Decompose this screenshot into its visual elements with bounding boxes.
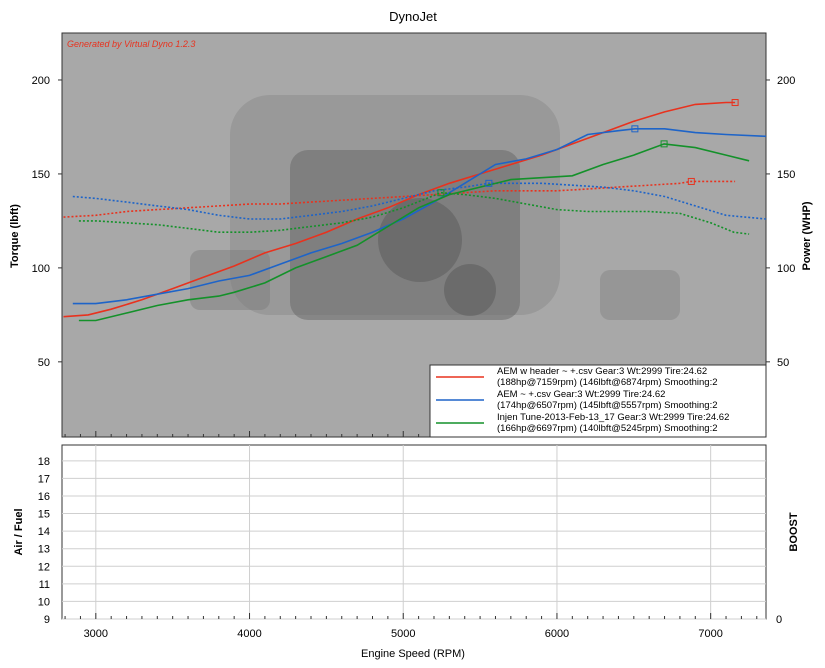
air-fuel-tick-label: 16 xyxy=(38,491,50,503)
rpm-x-ticks: 3000 4000 5000 6000 7000 xyxy=(64,613,758,640)
air-fuel-tick-label: 12 xyxy=(38,561,50,573)
torque-line-3 xyxy=(78,191,750,235)
air-fuel-tick-label: 18 xyxy=(38,456,50,468)
torque-tick-label: 200 xyxy=(32,75,50,87)
boost-axis-label: BOOST xyxy=(788,512,800,551)
power-tick-label: 150 xyxy=(777,169,795,181)
boost-tick-label: 0 xyxy=(776,614,782,626)
power-line-3 xyxy=(78,143,750,322)
torque-tick-label: 150 xyxy=(32,169,50,181)
chart-title: DynoJet xyxy=(389,9,437,24)
air-fuel-tick-label: 14 xyxy=(38,526,50,538)
rpm-tick-label: 4000 xyxy=(237,628,261,640)
x-axis-label: Engine Speed (RPM) xyxy=(361,648,465,660)
rpm-tick-label: 6000 xyxy=(545,628,569,640)
air-fuel-tick-label: 13 xyxy=(38,544,50,556)
power-axis-label: Power (WHP) xyxy=(801,201,813,270)
air-fuel-plot-area xyxy=(61,444,767,620)
legend-box xyxy=(429,364,767,438)
air-fuel-panel: 9 10 11 12 13 14 15 16 17 18 3000 4000 5000 6000 7000… xyxy=(13,444,800,660)
legend-detail-3: (166hp@6697rpm) (140lbft@5245rpm) Smooth… xyxy=(497,423,718,434)
power-line-2 xyxy=(72,128,767,305)
rpm-tick-label: 7000 xyxy=(698,628,722,640)
series-lines xyxy=(63,101,767,322)
air-fuel-tick-label: 15 xyxy=(38,509,50,521)
legend: AEM w header ~ +.csv Gear:3 Wt:2999 Tire… xyxy=(429,364,767,438)
legend-label-1: AEM w header ~ +.csv Gear:3 Wt:2999 Tire… xyxy=(497,366,707,377)
legend-detail-1: (188hp@7159rpm) (146lbft@6874rpm) Smooth… xyxy=(497,377,718,388)
torque-power-panel: Generated by Virtual Dyno 1.2.3 50 100 150… xyxy=(9,32,813,438)
power-y-ticks: 50 100 150 200 xyxy=(766,75,795,369)
legend-label-2: AEM ~ +.csv Gear:3 Wt:2999 Tire:24.62 xyxy=(497,389,665,400)
power-tick-label: 100 xyxy=(777,263,795,275)
power-peak-marker-2 xyxy=(631,125,639,133)
watermark-label: Generated by Virtual Dyno 1.2.3 xyxy=(67,39,195,49)
air-fuel-grid xyxy=(62,445,766,620)
torque-peak-marker-3 xyxy=(437,189,445,197)
rpm-tick-label: 5000 xyxy=(391,628,415,640)
torque-peak-marker-1 xyxy=(687,177,695,185)
air-fuel-y-ticks: 9 10 11 12 13 14 15 16 17 18 xyxy=(38,456,50,626)
torque-y-ticks: 50 100 150 200 xyxy=(32,75,62,369)
air-fuel-tick-label: 10 xyxy=(38,596,50,608)
legend-label-3: Injen Tune-2013-Feb-13_17 Gear:3 Wt:2999… xyxy=(497,412,729,423)
torque-line-2 xyxy=(72,182,767,220)
power-peak-marker-1 xyxy=(731,99,739,107)
peak-markers xyxy=(437,99,739,197)
air-fuel-tick-label: 9 xyxy=(44,614,50,626)
power-line-1 xyxy=(63,101,736,318)
power-peak-marker-3 xyxy=(660,140,668,148)
torque-tick-label: 50 xyxy=(38,357,50,369)
air-fuel-tick-label: 11 xyxy=(39,579,50,591)
torque-peak-marker-2 xyxy=(485,179,493,187)
torque-tick-label: 100 xyxy=(32,263,50,275)
air-fuel-tick-label: 17 xyxy=(38,473,50,485)
torque-axis-label: Torque (lbft) xyxy=(9,204,21,268)
air-fuel-axis-label: Air / Fuel xyxy=(13,508,25,555)
legend-detail-2: (174hp@6507rpm) (145lbft@5557rpm) Smooth… xyxy=(497,400,718,411)
power-tick-label: 50 xyxy=(777,357,789,369)
rpm-tick-label: 3000 xyxy=(84,628,108,640)
power-tick-label: 200 xyxy=(777,75,795,87)
